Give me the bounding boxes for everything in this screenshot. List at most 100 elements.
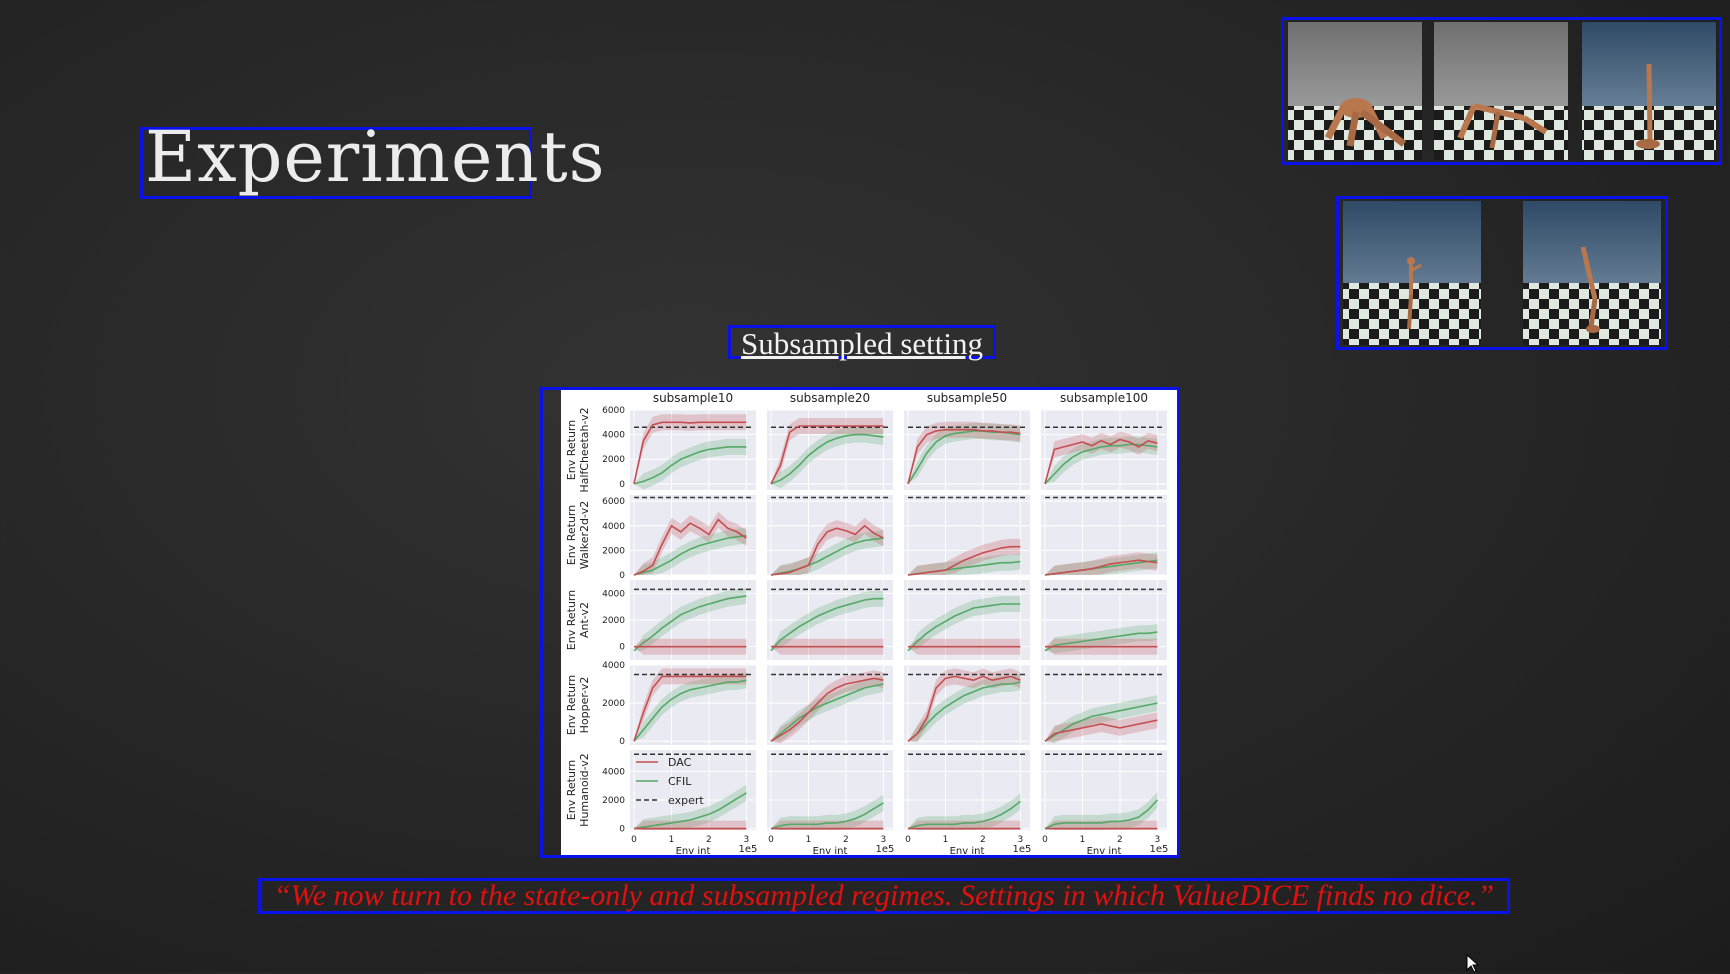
y-tick-label: 4000 — [602, 767, 625, 777]
y-tick-label: 0 — [619, 737, 625, 747]
dac-line — [1044, 719, 1158, 742]
cfil-line — [770, 802, 884, 830]
cfil-band — [1045, 436, 1158, 484]
title-highlight-box: Experiments — [140, 116, 605, 199]
y-tick-label: 0 — [619, 480, 625, 490]
y-tick-label: 4000 — [602, 589, 625, 599]
env-images-bottom-box — [1336, 196, 1668, 350]
x-tick-label: 0 — [768, 835, 774, 845]
row-env-label: Walker2d-v2 — [578, 501, 591, 569]
cfil-line — [1044, 631, 1158, 652]
dac-line — [770, 425, 884, 485]
cfil-band — [908, 793, 1021, 830]
row-ylabel: Env Return — [565, 505, 578, 565]
x-tick-label: 1 — [1080, 835, 1086, 845]
dac-band — [908, 820, 1021, 830]
y-tick-label: 0 — [619, 825, 625, 835]
row-ylabel: Env Return — [565, 420, 578, 480]
dac-line — [770, 677, 884, 742]
panel-background — [767, 750, 893, 830]
dac-band — [1045, 712, 1158, 742]
env-images-top-box — [1281, 17, 1722, 165]
x-tick-label: 2 — [1117, 835, 1123, 845]
x-tick-label: 3 — [881, 835, 887, 845]
panel-background — [767, 410, 893, 490]
dac-band — [771, 670, 884, 744]
cfil-line — [633, 534, 747, 576]
cfil-band — [634, 784, 747, 830]
x-tick-label: 2 — [706, 835, 712, 845]
cfil-band — [908, 674, 1021, 742]
x-tick-label: 1 — [806, 835, 812, 845]
y-tick-label: 4000 — [602, 522, 625, 532]
cfil-band — [1045, 695, 1158, 744]
panel-background — [630, 665, 756, 745]
y-tick-label: 2000 — [602, 546, 625, 556]
dac-band — [771, 517, 884, 575]
x-tick-label: 1 — [943, 835, 949, 845]
cfil-line — [1044, 443, 1158, 485]
cfil-band — [908, 422, 1021, 484]
row-env-label: Humanoid-v2 — [578, 753, 591, 827]
panel-background — [1041, 750, 1167, 830]
x-scale-label: 1e5 — [1150, 844, 1169, 855]
x-tick-label: 0 — [631, 835, 637, 845]
x-tick-label: 2 — [980, 835, 986, 845]
column-title: subsample10 — [653, 391, 733, 405]
y-tick-label: 0 — [619, 571, 625, 581]
dac-line — [633, 675, 747, 742]
panel-background — [904, 495, 1030, 575]
panel-background — [630, 750, 756, 830]
dac-band — [634, 511, 747, 575]
x-tick-label: 3 — [744, 835, 750, 845]
env-renders-bottom — [1343, 201, 1661, 345]
x-axis-label: Env int — [1087, 846, 1122, 855]
x-tick-label: 3 — [1018, 835, 1024, 845]
x-axis-label: Env int — [813, 846, 848, 855]
x-axis-label: Env int — [676, 846, 711, 855]
panel-background — [904, 410, 1030, 490]
column-title: subsample100 — [1060, 391, 1148, 405]
dac-band — [771, 820, 884, 830]
panel-background — [904, 750, 1030, 830]
y-tick-label: 4000 — [602, 661, 625, 671]
legend-label: CFIL — [668, 775, 692, 788]
column-title: subsample50 — [927, 391, 1007, 405]
x-scale-label: 1e5 — [739, 844, 758, 855]
cfil-line — [770, 433, 884, 485]
env-renders-top — [1288, 22, 1716, 160]
cfil-line — [770, 597, 884, 652]
cfil-line — [633, 679, 747, 742]
dac-line — [1044, 438, 1158, 485]
figure-highlight-box: subsample10 subsample20 subsample50 subsamp… — [540, 387, 1180, 858]
quote-text: “We now turn to the state-only and subsa… — [273, 879, 1495, 912]
dac-band — [908, 538, 1021, 575]
humanoid-robot-render — [1343, 201, 1481, 345]
ant-robot-render — [1288, 22, 1422, 160]
dac-line — [633, 518, 747, 576]
cfil-band — [1045, 552, 1158, 575]
x-scale-label: 1e5 — [876, 844, 895, 855]
cfil-band — [771, 794, 884, 830]
cfil-band — [771, 590, 884, 651]
dac-band — [908, 421, 1021, 484]
cfil-band — [634, 672, 747, 742]
cfil-line — [633, 595, 747, 652]
cfil-band — [771, 530, 884, 575]
legend-label: expert — [668, 794, 704, 807]
x-tick-label: 3 — [1155, 835, 1161, 845]
cfil-line — [1044, 702, 1158, 742]
cfil-band — [908, 553, 1021, 575]
x-tick-label: 0 — [1042, 835, 1048, 845]
dac-line — [770, 524, 884, 576]
x-scale-label: 1e5 — [1013, 844, 1032, 855]
y-tick-label: 4000 — [602, 431, 625, 441]
y-tick-label: 2000 — [602, 455, 625, 465]
results-chart: subsample10 subsample20 subsample50 subsamp… — [561, 390, 1177, 855]
legend-label: DAC — [668, 756, 692, 769]
cfil-band — [634, 438, 747, 490]
row-ylabel: Env Return — [565, 675, 578, 735]
cfil-band — [634, 527, 747, 575]
cfil-line — [633, 792, 747, 830]
dac-line — [1044, 559, 1158, 576]
